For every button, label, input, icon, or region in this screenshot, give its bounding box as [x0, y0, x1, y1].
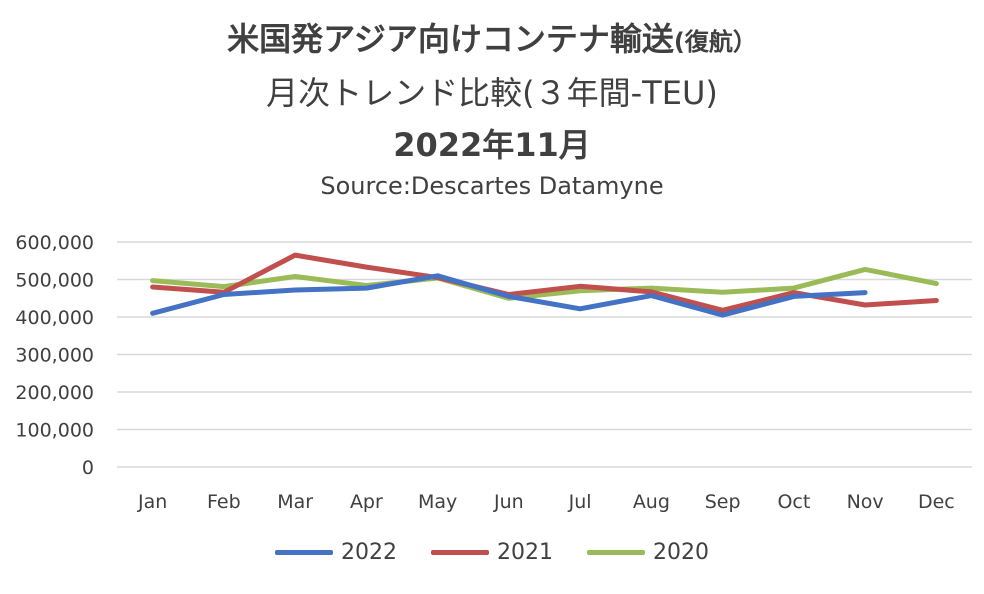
chart-legend: 2022 2021 2020	[0, 540, 984, 565]
chart-title-date: 2022年11月	[393, 126, 591, 164]
y-tick-label: 300,000	[15, 345, 94, 367]
x-tick-label: Oct	[777, 491, 810, 513]
y-tick-label: 400,000	[15, 307, 94, 329]
x-tick-label: Mar	[277, 491, 313, 513]
series-line-2022	[150, 273, 868, 318]
y-tick-label: 100,000	[15, 420, 94, 442]
x-tick-label: Dec	[918, 491, 955, 513]
x-tick-label: Jun	[493, 491, 524, 513]
chart-title-main: 米国発アジア向けコンテナ輸送	[227, 20, 674, 58]
y-tick-label: 500,000	[15, 270, 94, 292]
legend-item-2020: 2020	[587, 540, 709, 565]
legend-item-2021: 2021	[431, 540, 553, 565]
legend-label: 2020	[653, 540, 709, 565]
x-tick-label: Apr	[350, 491, 383, 513]
y-tick-label: 0	[82, 457, 94, 479]
legend-swatch	[431, 550, 489, 555]
y-tick-label: 600,000	[15, 232, 94, 254]
x-tick-label: May	[418, 491, 457, 513]
x-tick-label: Nov	[847, 491, 884, 513]
chart-title-line2: 月次トレンド比較(３年間-TEU)	[266, 74, 718, 112]
series-line-2020	[150, 266, 939, 301]
chart-source: Source:Descartes Datamyne	[320, 172, 664, 200]
legend-item-2022: 2022	[275, 540, 397, 565]
chart-title-line1: 米国発アジア向けコンテナ輸送(復航）	[0, 14, 984, 60]
legend-swatch	[275, 550, 333, 555]
legend-label: 2022	[341, 540, 397, 565]
x-tick-label: Feb	[207, 491, 241, 513]
y-tick-label: 200,000	[15, 382, 94, 404]
x-tick-label: Jul	[568, 491, 592, 513]
x-tick-label: Jan	[137, 491, 167, 513]
x-tick-label: Aug	[633, 491, 670, 513]
legend-swatch	[587, 550, 645, 555]
x-tick-label: Sep	[705, 491, 741, 513]
chart-title-suffix: (復航）	[673, 28, 757, 56]
legend-label: 2021	[497, 540, 553, 565]
